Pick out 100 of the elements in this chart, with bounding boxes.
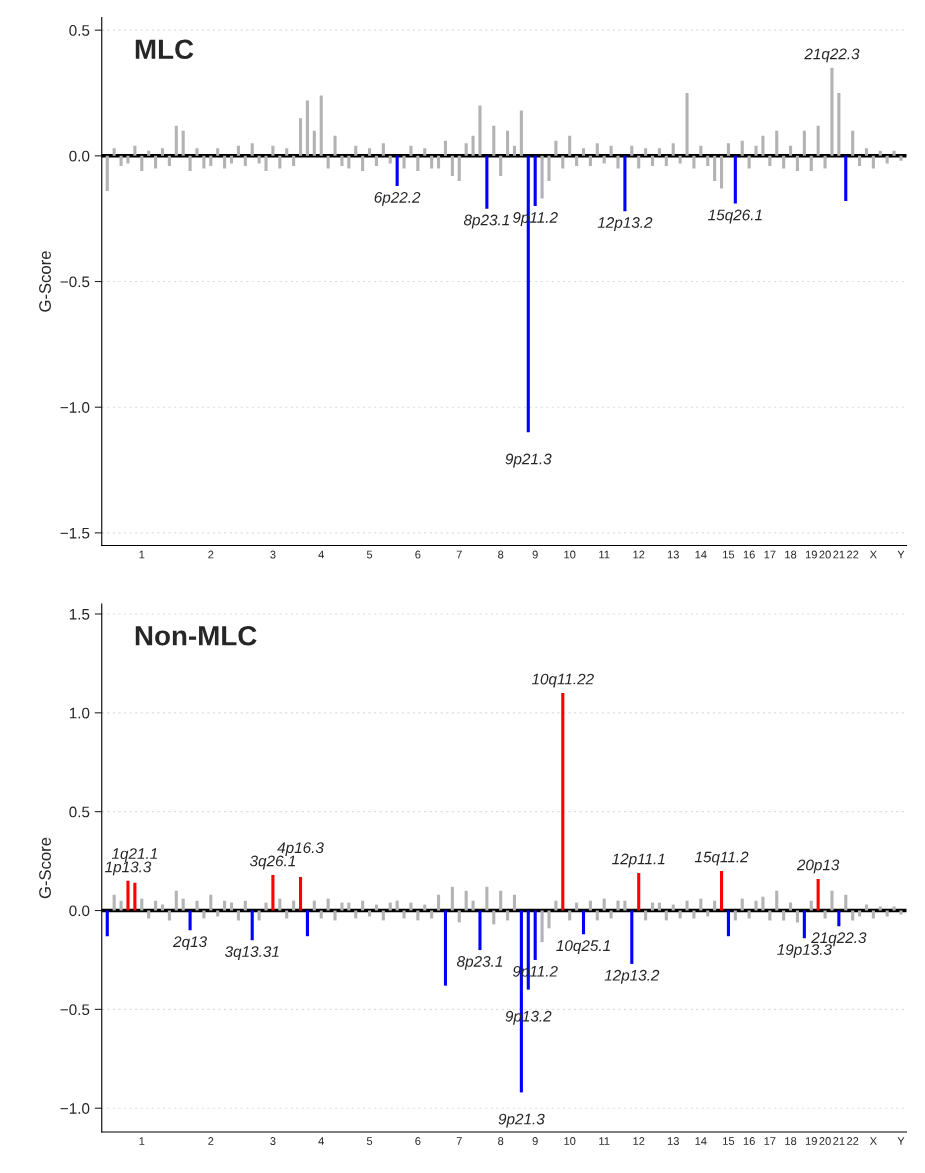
bar	[892, 906, 896, 911]
bar	[181, 130, 185, 156]
bar	[133, 882, 137, 911]
bar	[257, 155, 261, 164]
bar	[354, 145, 358, 156]
bar	[188, 155, 192, 171]
bar	[388, 902, 392, 911]
bar	[147, 150, 151, 156]
bar	[140, 155, 144, 171]
annotation: 15q26.1	[708, 209, 762, 224]
bar	[630, 910, 634, 964]
y-axis-title: G-Score	[39, 251, 51, 312]
bar	[443, 910, 448, 986]
bar	[616, 900, 620, 911]
bar	[471, 135, 475, 156]
bar	[312, 130, 316, 156]
bar	[174, 890, 178, 911]
bar	[761, 135, 765, 156]
bar	[278, 898, 282, 911]
annotation: 10q25.1	[556, 940, 610, 955]
bar	[671, 143, 675, 156]
bar	[713, 900, 717, 911]
bar	[395, 900, 399, 911]
y-tick-label: 0.5	[69, 806, 90, 818]
bar	[326, 898, 330, 911]
bar	[492, 125, 496, 156]
bar	[892, 150, 896, 156]
bar	[154, 155, 158, 169]
bar	[229, 155, 234, 164]
bar	[443, 140, 448, 156]
bar	[105, 155, 109, 192]
bar	[540, 910, 544, 943]
annotation: 20p13	[796, 859, 840, 874]
y-tick-label: 0.0	[69, 905, 90, 917]
x-tick-label: 19	[805, 550, 817, 559]
bar	[899, 910, 903, 915]
bar	[512, 145, 517, 156]
x-tick-label: 20	[819, 550, 831, 559]
bar	[789, 902, 793, 911]
text: MLC	[135, 39, 194, 60]
x-tick-label: 14	[695, 1137, 707, 1145]
x-tick-label: 4	[318, 550, 324, 559]
x-tick-label: 8	[498, 1137, 504, 1145]
x-tick-label: 12	[633, 550, 645, 559]
x-tick-label: 13	[667, 1137, 679, 1145]
bar	[864, 904, 869, 911]
bar	[236, 145, 240, 156]
bar	[223, 155, 227, 169]
bar	[271, 145, 275, 156]
annotation: 1q21.1	[111, 848, 157, 863]
bar	[312, 900, 316, 911]
annotation: 12p13.2	[604, 969, 660, 984]
x-tick-label: 21	[833, 1137, 845, 1145]
bar	[768, 155, 772, 166]
bar	[188, 910, 192, 931]
bar	[575, 902, 579, 911]
bar	[588, 900, 592, 911]
bar	[292, 155, 296, 166]
annotation: 8p23.1	[463, 214, 509, 229]
bar	[492, 910, 496, 925]
y-tick-label: −1.0	[60, 1103, 90, 1114]
bar	[367, 148, 372, 156]
bar	[250, 143, 254, 156]
bar	[871, 155, 875, 169]
annotation: 15q11.2	[694, 851, 749, 866]
bar	[623, 155, 627, 212]
bar	[333, 910, 337, 921]
bar	[878, 906, 882, 911]
bar	[430, 155, 434, 169]
bar	[540, 155, 544, 199]
bar	[533, 155, 537, 207]
bar	[340, 902, 344, 911]
bar	[119, 900, 123, 911]
bar	[326, 155, 330, 169]
bar	[402, 910, 406, 919]
bar	[423, 148, 427, 156]
x-tick-label: 18	[785, 550, 797, 559]
bar	[167, 155, 171, 166]
bar	[195, 148, 199, 156]
annotation: 8p23.1	[457, 956, 503, 970]
bar	[747, 155, 751, 169]
x-tick-label: 11	[599, 550, 610, 559]
bar	[699, 898, 703, 911]
annotation: 10q11.22	[531, 673, 594, 688]
bar	[126, 155, 130, 164]
bar	[595, 143, 599, 156]
bar	[229, 902, 234, 911]
bar	[285, 148, 289, 156]
bar	[347, 155, 351, 169]
x-tick-label: 11	[599, 1137, 610, 1145]
bar	[630, 145, 634, 156]
x-tick-label: 1	[139, 550, 145, 559]
bar	[450, 886, 454, 911]
bar	[713, 155, 717, 181]
annotation: 4p16.3	[277, 842, 324, 857]
bar	[775, 130, 779, 156]
bar	[298, 118, 303, 156]
bar	[602, 898, 606, 911]
bar	[664, 155, 668, 166]
bar	[478, 105, 482, 156]
